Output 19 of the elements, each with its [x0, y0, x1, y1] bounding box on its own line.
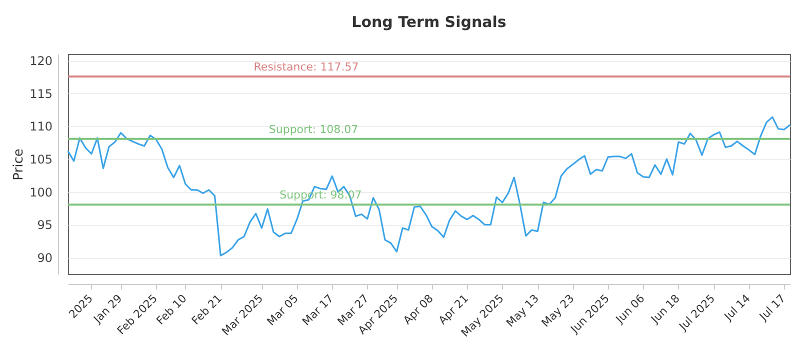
- line-series: [67, 116, 791, 256]
- ref-line-label: Support: 108.07: [268, 122, 358, 136]
- y-axis-title: Price: [12, 148, 27, 180]
- y-tick-label: 105: [30, 152, 52, 167]
- y-tick-label: 90: [37, 251, 52, 266]
- ref-line-label: Resistance: 117.57: [254, 60, 359, 74]
- y-tick-label: 110: [30, 120, 52, 134]
- x-tick-label: Jul 17: [756, 292, 788, 324]
- x-tick-label: Jun 06: [612, 292, 648, 326]
- y-tick-label: 95: [37, 218, 52, 232]
- y-tick-label: 115: [30, 86, 52, 101]
- y-tick-label: 120: [30, 54, 52, 68]
- x-tick-label: Feb 21: [189, 292, 225, 328]
- x-tick-label: Mar 05: [264, 292, 301, 328]
- x-tick-label: Jul 14: [721, 292, 753, 324]
- y-tick-label: 100: [30, 185, 52, 200]
- x-tick-label: Mar 17: [300, 292, 336, 328]
- x-tick-label: Apr 08: [400, 292, 436, 328]
- chart-title: Long Term Signals: [352, 13, 506, 31]
